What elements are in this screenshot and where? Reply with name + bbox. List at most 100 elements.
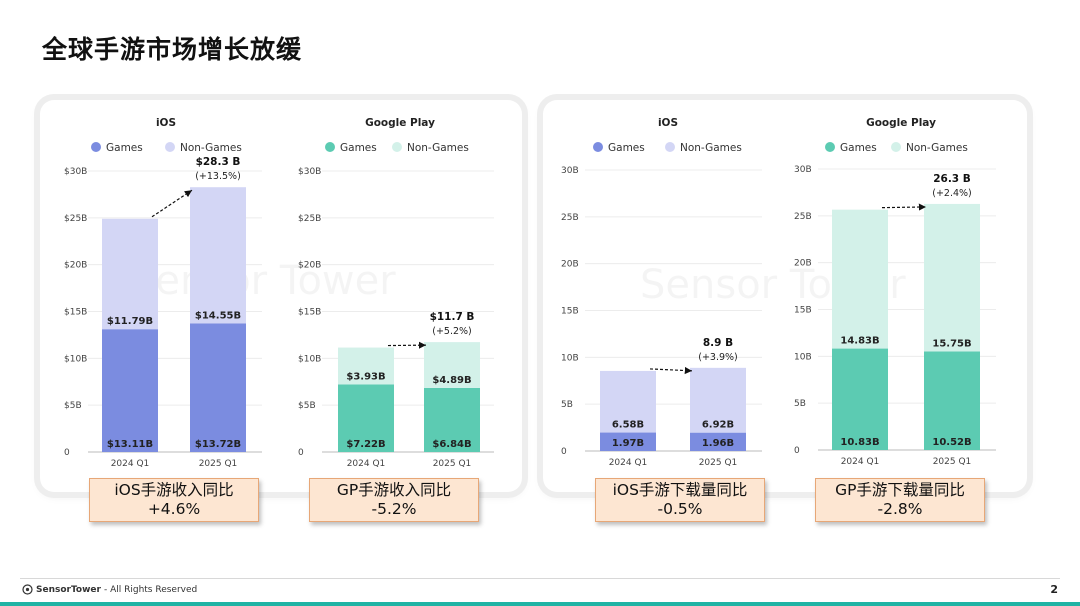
y-tick-label: 25B [794, 212, 812, 222]
data-label-games: 1.97B [612, 438, 644, 449]
bottom-accent-bar [0, 602, 1080, 606]
y-tick-label: 25B [561, 213, 579, 223]
footer: SensorTower - All Rights Reserved [22, 584, 197, 595]
annotation-change: (+5.2%) [432, 326, 472, 337]
y-tick-label: $25B [298, 214, 321, 224]
data-label-games: 10.83B [840, 437, 879, 448]
summary-label: iOS手游收入同比 [114, 481, 234, 499]
x-tick-label: 2025 Q1 [433, 459, 472, 469]
summary-value: -5.2% [371, 500, 417, 518]
page-title: 全球手游市场增长放缓 [42, 35, 303, 64]
page-number: 2 [1050, 583, 1058, 596]
gp-revenue-summary-box: GP手游收入同比 -5.2% [309, 478, 479, 522]
y-tick-label: $15B [64, 308, 87, 318]
bar-games [190, 323, 246, 452]
bar-nongames [190, 187, 246, 324]
bar-games [600, 432, 656, 451]
summary-label: GP手游收入同比 [336, 481, 452, 499]
bar-games [338, 384, 394, 452]
data-label-nongames: $3.93B [346, 371, 385, 382]
x-tick-label: 2024 Q1 [609, 458, 648, 468]
annotation-total: $11.7 B [430, 311, 475, 323]
summary-label: iOS手游下载量同比 [612, 481, 748, 499]
y-tick-label: 20B [794, 259, 812, 269]
y-tick-label: 0 [794, 446, 800, 456]
sensortower-logo-icon [22, 584, 33, 595]
legend-swatch-nongames [891, 142, 901, 152]
annotation-total: $28.3 B [196, 156, 241, 168]
y-tick-label: $20B [64, 261, 87, 271]
footer-divider [20, 578, 1060, 579]
bar-games [424, 387, 480, 452]
data-label-nongames: $4.89B [432, 375, 471, 386]
y-tick-label: 0 [298, 448, 304, 458]
y-tick-label: $25B [64, 214, 87, 224]
footer-brand: SensorTower [36, 584, 101, 595]
summary-value: +4.6% [147, 500, 201, 518]
legend-swatch-games [325, 142, 335, 152]
y-tick-label: 10B [561, 353, 579, 363]
y-tick-label: 5B [561, 400, 573, 410]
y-tick-label: $15B [298, 308, 321, 318]
x-tick-label: 2025 Q1 [933, 457, 972, 467]
legend-label-games: Games [106, 142, 143, 154]
annotation-change: (+3.9%) [698, 352, 738, 363]
legend-swatch-games [825, 142, 835, 152]
data-label-nongames: 15.75B [932, 338, 971, 349]
annotation-change: (+2.4%) [932, 188, 972, 199]
data-label-nongames: $11.79B [107, 316, 153, 327]
legend-label-games: Games [840, 142, 877, 154]
y-tick-label: 15B [794, 306, 812, 316]
y-tick-label: $5B [64, 401, 82, 411]
chart-title: iOS [658, 117, 678, 129]
ios-downloads-summary-box: iOS手游下载量同比 -0.5% [595, 478, 765, 522]
chart-title: iOS [156, 117, 176, 129]
annotation-total: 8.9 B [703, 337, 733, 349]
y-tick-label: $10B [298, 354, 321, 364]
y-tick-label: $30B [298, 167, 321, 177]
y-tick-label: $10B [64, 354, 87, 364]
y-tick-label: 20B [561, 260, 579, 270]
annotation-total: 26.3 B [933, 173, 971, 185]
data-label-games: $6.84B [432, 439, 471, 450]
legend-label-nongames: Non-Games [407, 142, 469, 154]
y-tick-label: 15B [561, 307, 579, 317]
data-label-nongames: 6.58B [612, 420, 644, 431]
bar-games [102, 329, 158, 452]
ios-revenue-summary-box: iOS手游收入同比 +4.6% [89, 478, 259, 522]
bar-nongames [832, 209, 888, 349]
data-label-games: $7.22B [346, 439, 385, 450]
y-tick-label: $30B [64, 167, 87, 177]
bar-nongames [600, 370, 656, 433]
legend-swatch-nongames [665, 142, 675, 152]
data-label-nongames: 14.83B [840, 336, 879, 347]
bar-games [690, 432, 746, 451]
data-label-games: $13.72B [195, 439, 241, 450]
y-tick-label: $20B [298, 261, 321, 271]
bar-nongames [338, 347, 394, 385]
bar-nongames [924, 203, 980, 352]
legend-swatch-games [91, 142, 101, 152]
data-label-games: 10.52B [932, 437, 971, 448]
y-tick-label: 30B [561, 166, 579, 176]
legend-label-nongames: Non-Games [180, 142, 242, 154]
legend-label-games: Games [608, 142, 645, 154]
data-label-nongames: $14.55B [195, 310, 241, 321]
x-tick-label: 2025 Q1 [699, 458, 738, 468]
legend-swatch-nongames [392, 142, 402, 152]
legend-swatch-games [593, 142, 603, 152]
bar-nongames [424, 342, 480, 388]
bar-nongames [690, 367, 746, 433]
chart-title: Google Play [365, 117, 435, 129]
y-tick-label: $5B [298, 401, 316, 411]
y-tick-label: 0 [64, 448, 70, 458]
x-tick-label: 2025 Q1 [199, 459, 238, 469]
legend-swatch-nongames [165, 142, 175, 152]
y-tick-label: 10B [794, 352, 812, 362]
data-label-games: 1.96B [702, 438, 734, 449]
growth-arrow [881, 203, 927, 211]
annotation-change: (+13.5%) [195, 171, 241, 182]
bar-nongames [102, 218, 158, 330]
gp-downloads-summary-box: GP手游下载量同比 -2.8% [815, 478, 985, 522]
